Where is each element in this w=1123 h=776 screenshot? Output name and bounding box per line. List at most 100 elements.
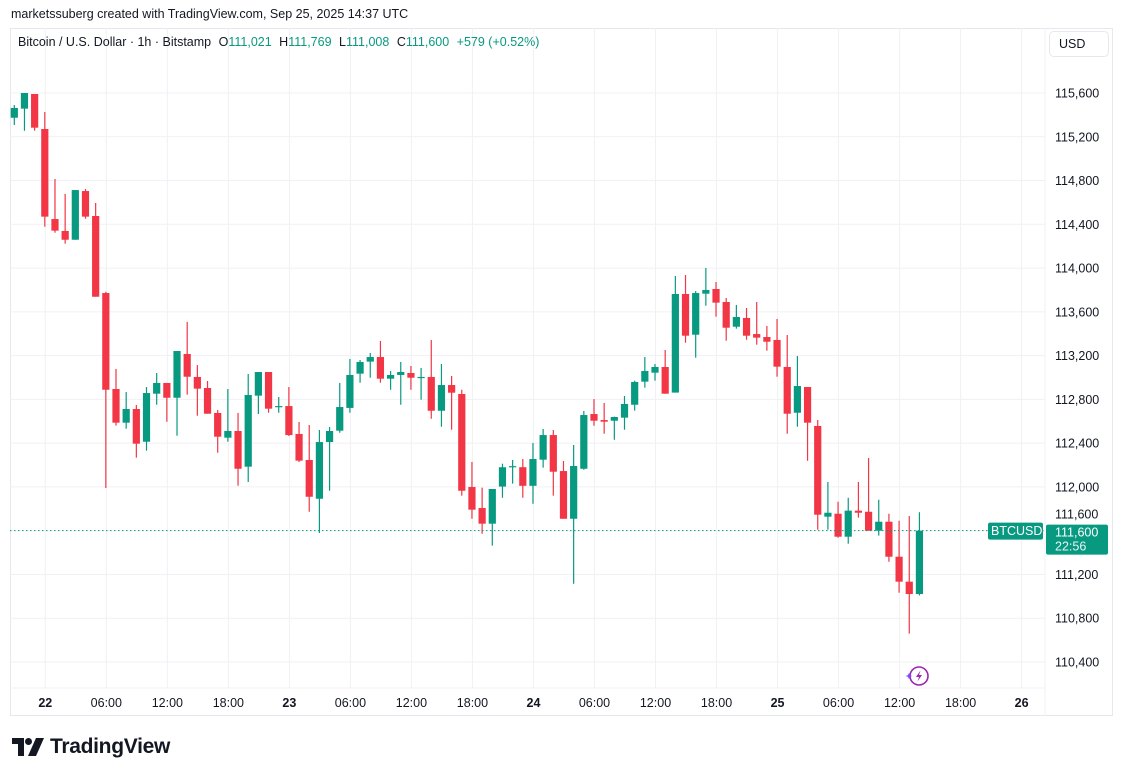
- candle: [264, 372, 273, 413]
- time-tick-label: 12:00: [152, 696, 183, 710]
- candle: [732, 304, 740, 329]
- candle: [173, 351, 181, 436]
- price-tick-label: 115,200: [1055, 130, 1099, 144]
- candle-body: [102, 293, 110, 390]
- candle-body: [41, 128, 49, 217]
- price-tick-label: 112,400: [1055, 437, 1099, 451]
- candle: [793, 356, 801, 427]
- open-value: 111,021: [228, 35, 272, 49]
- candle: [427, 339, 435, 419]
- candle-body: [915, 530, 924, 595]
- candle-body: [244, 395, 252, 467]
- candle: [590, 399, 598, 426]
- candle: [51, 179, 59, 233]
- candle-body: [631, 381, 639, 405]
- candle: [203, 380, 212, 414]
- symbol-tag-label: BTCUSD: [991, 524, 1042, 538]
- candle: [905, 516, 913, 634]
- lightning-circle-icon[interactable]: [905, 666, 929, 686]
- candle-body: [295, 433, 303, 461]
- close-value: 111,600: [405, 35, 450, 49]
- candle: [386, 371, 395, 390]
- candle: [417, 367, 425, 400]
- price-tick-label: 112,000: [1055, 480, 1099, 494]
- candle: [468, 461, 476, 519]
- candle: [661, 350, 669, 394]
- candle: [376, 340, 385, 383]
- candle: [346, 359, 354, 413]
- candle-body: [315, 442, 323, 499]
- candle: [356, 359, 364, 383]
- candle-body: [793, 386, 801, 413]
- candle-body: [844, 510, 852, 537]
- candle-body: [234, 431, 242, 469]
- time-tick-label: 26: [1015, 696, 1029, 710]
- candle: [620, 395, 629, 430]
- candle-body: [305, 459, 313, 497]
- candle: [773, 318, 781, 377]
- candle-body: [803, 387, 812, 423]
- candle-body: [356, 361, 364, 374]
- time-tick-label: 18:00: [457, 696, 488, 710]
- time-tick-label: 06:00: [91, 696, 122, 710]
- candle: [651, 364, 659, 381]
- tradingview-logo[interactable]: TradingView: [12, 735, 170, 759]
- candle-body: [112, 388, 120, 423]
- symbol-legend: Bitcoin / U.S. Dollar · 1h · Bitstamp O1…: [18, 35, 539, 49]
- candle: [81, 189, 90, 219]
- candle-body: [620, 403, 629, 418]
- candle: [875, 499, 883, 536]
- candle: [163, 382, 171, 422]
- chart-frame: [10, 28, 1113, 716]
- candle-body: [458, 394, 466, 491]
- currency-button[interactable]: USD: [1049, 31, 1109, 57]
- candle: [610, 416, 618, 440]
- candle: [539, 429, 547, 468]
- candle-body: [173, 351, 181, 398]
- candle-body: [448, 385, 456, 393]
- time-tick-label: 25: [771, 696, 785, 710]
- candle-body: [10, 107, 18, 118]
- candle-body: [224, 431, 232, 438]
- candle-body: [519, 467, 527, 486]
- time-tick-label: 06:00: [823, 696, 854, 710]
- candle: [519, 459, 527, 498]
- time-tick-label: 18:00: [701, 696, 732, 710]
- candle-body: [468, 487, 476, 510]
- candle-body: [336, 407, 344, 431]
- candle: [600, 402, 608, 434]
- candle-body: [427, 376, 435, 411]
- candle: [803, 387, 812, 461]
- candle: [122, 392, 130, 429]
- candle-body: [600, 420, 608, 422]
- candle: [681, 274, 690, 343]
- candle: [509, 459, 517, 484]
- time-axis: 22 06:00 12:00 18:00 23 06:00 12:00 18:00 24 06:0…: [38, 696, 1028, 710]
- candle: [10, 105, 18, 125]
- candle-body: [203, 387, 212, 414]
- candle-body: [386, 374, 395, 379]
- candle: [153, 373, 161, 405]
- candle: [336, 382, 344, 433]
- candle: [742, 308, 751, 340]
- low-label: L: [339, 35, 346, 49]
- price-tick-label: 110,800: [1055, 612, 1099, 626]
- candle-body: [559, 471, 568, 519]
- candle-body: [875, 521, 883, 531]
- candle-body: [437, 385, 446, 411]
- candle: [61, 193, 69, 244]
- candle: [285, 387, 293, 437]
- candle-body: [122, 409, 130, 423]
- candle: [814, 419, 822, 530]
- candle: [559, 460, 568, 519]
- candle-body: [905, 581, 913, 595]
- candle-body: [681, 294, 690, 336]
- candle: [915, 512, 924, 596]
- symbol-title: Bitcoin / U.S. Dollar · 1h · Bitstamp: [18, 35, 212, 49]
- candle: [458, 389, 466, 496]
- candle-body: [732, 316, 740, 327]
- candle: [366, 352, 374, 378]
- candle-body: [366, 357, 374, 362]
- candle-body: [661, 366, 669, 394]
